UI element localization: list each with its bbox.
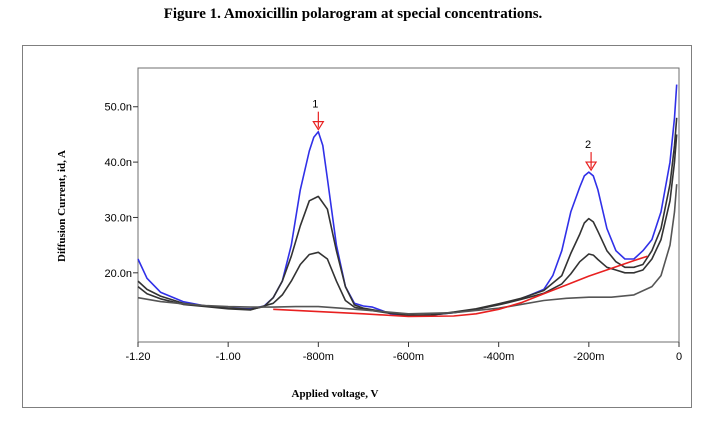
- series-line: [137, 134, 678, 317]
- peak-label: 2: [585, 139, 591, 151]
- series-line: [137, 184, 678, 315]
- x-tick-label: -800m: [303, 351, 334, 363]
- series-line: [273, 255, 648, 318]
- x-tick-label: 0: [676, 351, 682, 363]
- x-tick-label: -400m: [483, 351, 514, 363]
- x-tick-label: -1.20: [125, 351, 150, 363]
- peak-arrow-head: [585, 161, 598, 172]
- x-axis: -1.20 -1.00 -800m -600m -400m -200m 0: [125, 342, 682, 363]
- y-tick-label: 30.0n: [104, 212, 132, 224]
- peak-label: 1: [312, 99, 318, 111]
- series-layer: [137, 84, 678, 318]
- x-tick-label: -200m: [573, 351, 604, 363]
- y-tick-label: 50.0n: [104, 102, 132, 114]
- peak-arrow-head: [312, 121, 325, 131]
- x-tick-label: -600m: [393, 351, 424, 363]
- y-tick-label: 40.0n: [104, 157, 132, 169]
- y-axis-title: Diffusion Current, id, A: [56, 150, 68, 262]
- y-tick-label: 20.0n: [104, 268, 132, 280]
- x-axis-title: Applied voltage, V: [292, 388, 379, 400]
- plot-area: [137, 67, 680, 343]
- figure-title: Figure 1. Amoxicillin polarogram at spec…: [163, 6, 543, 22]
- annotation-layer: 12: [312, 99, 598, 172]
- chart-frame: 20.0n 30.0n 40.0n 50.0n -1.20 -1.00 -800m -600…: [22, 45, 692, 408]
- x-tick-label: -1.00: [216, 351, 241, 363]
- polarogram-chart: 20.0n 30.0n 40.0n 50.0n -1.20 -1.00 -800m -600…: [56, 67, 682, 400]
- y-axis: 20.0n 30.0n 40.0n 50.0n: [104, 102, 138, 280]
